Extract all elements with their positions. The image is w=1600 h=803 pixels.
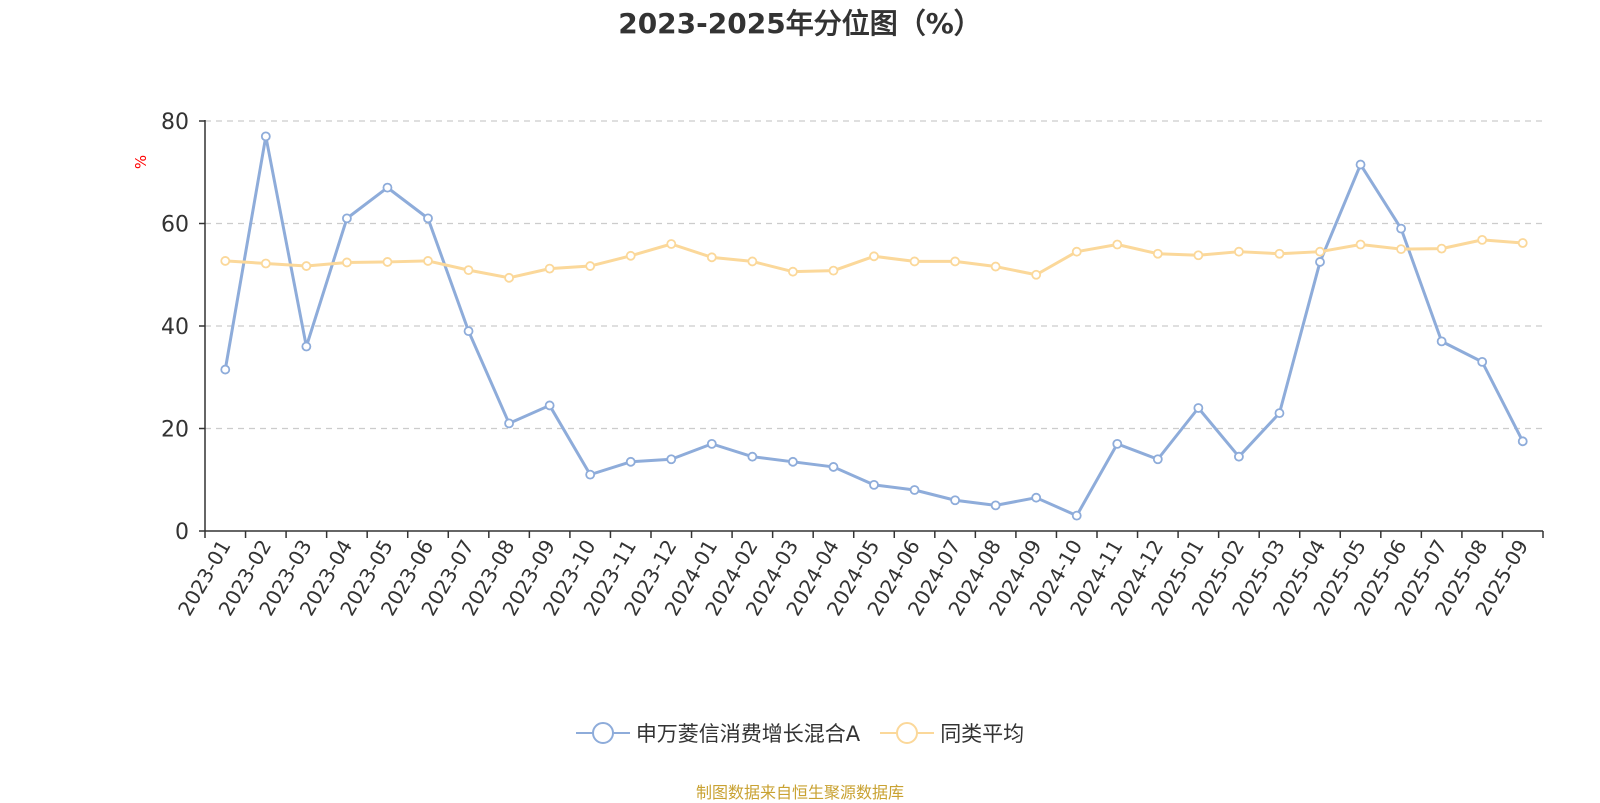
data-point-0 (1031, 492, 1042, 503)
y-tick-label: 20 (161, 418, 189, 443)
data-point-1 (301, 261, 312, 271)
data-point-1 (342, 257, 352, 268)
series (220, 131, 1528, 521)
data-point-1 (1234, 246, 1244, 257)
data-point-0 (423, 213, 433, 224)
data-point-1 (1112, 239, 1123, 250)
data-point-0 (504, 418, 514, 429)
data-point-0 (463, 326, 474, 337)
data-point-1 (1436, 243, 1447, 254)
data-point-0 (909, 485, 920, 495)
data-point-1 (747, 256, 758, 267)
data-point-0 (1396, 223, 1406, 234)
data-point-0 (1436, 336, 1447, 347)
y-tick-label: 80 (161, 110, 189, 135)
data-point-0 (706, 438, 717, 449)
chart-title: 2023-2025年分位图（%） (618, 7, 982, 40)
data-point-0 (1315, 257, 1325, 267)
data-point-1 (706, 252, 717, 263)
data-point-1 (950, 256, 960, 267)
data-point-1 (788, 266, 798, 277)
data-point-0 (1517, 436, 1528, 447)
source-note: 制图数据来自恒生聚源数据库 (695, 783, 904, 802)
legend-item-1[interactable]: 同类平均 (880, 718, 1024, 748)
data-point-0 (1274, 408, 1285, 419)
data-point-1 (869, 251, 879, 262)
data-point-0 (301, 341, 312, 352)
data-point-0 (990, 500, 1001, 511)
data-point-0 (220, 364, 231, 375)
data-point-1 (909, 256, 920, 267)
data-point-1 (544, 263, 555, 274)
data-point-1 (382, 257, 393, 267)
grid-lines (205, 120, 1543, 430)
legend: 申万菱信消费增长混合A 同类平均 (0, 718, 1600, 752)
data-point-1 (666, 239, 677, 249)
data-point-0 (1071, 510, 1082, 521)
data-point-1 (828, 265, 839, 276)
data-point-0 (1234, 451, 1244, 462)
data-point-0 (869, 479, 879, 490)
data-point-0 (1355, 159, 1366, 170)
y-tick-label: 40 (161, 315, 189, 340)
data-point-1 (220, 256, 231, 266)
legend-label: 申万菱信消费增长混合A (635, 722, 861, 746)
data-point-1 (504, 272, 514, 283)
data-point-1 (585, 261, 596, 271)
data-point-0 (1193, 403, 1204, 413)
data-point-1 (1517, 238, 1528, 248)
data-point-1 (625, 250, 636, 261)
data-point-1 (990, 261, 1001, 272)
data-point-0 (1477, 356, 1488, 367)
data-point-1 (1031, 269, 1042, 280)
legend-marker-icon (880, 722, 935, 744)
data-point-1 (423, 256, 433, 266)
data-point-0 (1152, 454, 1163, 465)
data-point-1 (1315, 246, 1325, 257)
data-point-1 (1355, 239, 1366, 250)
y-axis-unit-label: % (132, 155, 150, 169)
data-point-1 (1396, 244, 1406, 255)
axes: 0204060802023-012023-022023-032023-04202… (161, 110, 1544, 620)
legend-marker-circle (896, 722, 919, 744)
data-point-0 (625, 456, 636, 467)
legend-label: 同类平均 (940, 722, 1025, 746)
y-tick-label: 60 (161, 213, 189, 238)
legend-marker-icon (575, 722, 630, 744)
data-point-1 (463, 265, 474, 276)
data-point-0 (747, 451, 758, 462)
data-point-1 (1152, 248, 1163, 259)
data-point-0 (342, 213, 352, 224)
data-point-0 (585, 469, 596, 480)
data-point-1 (1071, 246, 1082, 257)
data-point-0 (788, 456, 798, 467)
data-point-0 (828, 462, 839, 472)
data-point-1 (1477, 234, 1488, 245)
data-point-1 (260, 258, 271, 269)
data-point-1 (1193, 250, 1204, 261)
data-point-0 (544, 400, 555, 411)
data-point-1 (1274, 248, 1285, 259)
data-point-0 (260, 131, 271, 142)
data-point-0 (382, 182, 393, 193)
legend-item-0[interactable]: 申万菱信消费增长混合A (575, 718, 861, 748)
data-point-0 (1112, 438, 1123, 449)
data-point-0 (666, 454, 677, 465)
data-point-0 (950, 495, 960, 506)
legend-marker-circle (591, 722, 614, 744)
y-tick-label: 0 (175, 520, 189, 545)
